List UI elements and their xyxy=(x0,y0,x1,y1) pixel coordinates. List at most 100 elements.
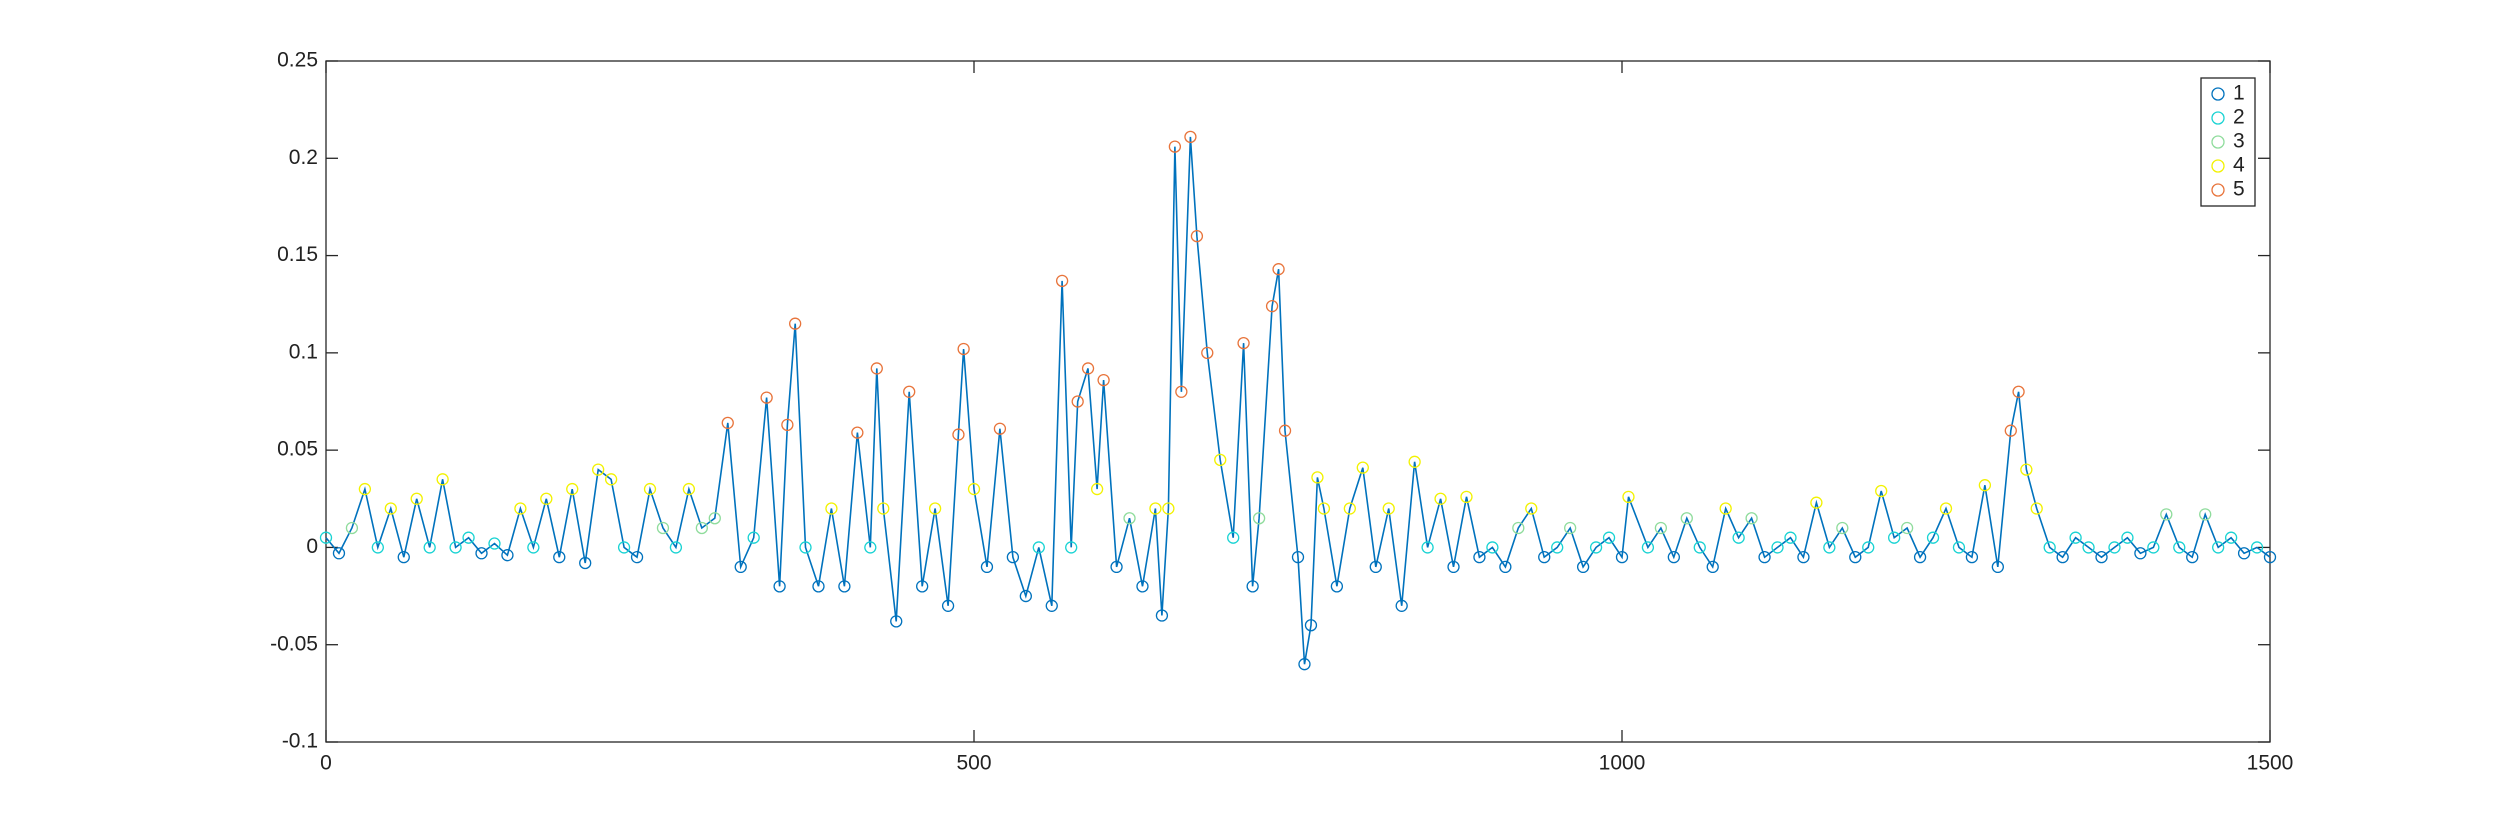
legend-label: 2 xyxy=(2233,106,2245,129)
data-point xyxy=(789,317,802,330)
y-tick-label: -0.1 xyxy=(282,730,318,753)
data-point xyxy=(781,418,794,431)
data-point xyxy=(358,482,372,496)
data-point xyxy=(1875,484,1888,498)
data-point xyxy=(2004,424,2017,437)
legend-label: 5 xyxy=(2233,178,2245,201)
data-point xyxy=(1237,336,1250,350)
data-point xyxy=(773,580,786,593)
data-point xyxy=(760,391,773,404)
data-point xyxy=(799,541,812,554)
data-point xyxy=(1155,609,1169,622)
data-point xyxy=(1149,502,1162,515)
data-point xyxy=(1913,551,1927,564)
data-point xyxy=(1978,479,1992,492)
legend-marker xyxy=(2211,135,2225,149)
data-point xyxy=(514,502,527,515)
x-tick-label: 0 xyxy=(320,752,332,775)
y-tick-label: 0.1 xyxy=(289,340,318,363)
data-point xyxy=(2030,502,2043,515)
y-tick-label: 0 xyxy=(306,535,318,558)
data-point xyxy=(1512,521,1525,535)
data-point xyxy=(1849,551,1862,564)
plot-area xyxy=(325,60,2271,743)
data-point xyxy=(1123,512,1136,525)
data-point xyxy=(1926,531,1940,544)
data-point xyxy=(1525,502,1538,515)
data-point xyxy=(1055,274,1069,288)
data-point xyxy=(747,531,760,544)
data-point xyxy=(1434,492,1447,505)
data-point xyxy=(1304,619,1318,632)
data-point xyxy=(1252,512,1266,525)
data-point xyxy=(2263,551,2277,564)
data-point xyxy=(1862,541,1875,554)
data-point xyxy=(1499,560,1512,574)
data-point xyxy=(488,537,501,550)
data-point xyxy=(1965,551,1979,564)
data-point xyxy=(527,541,540,554)
data-point xyxy=(501,549,514,562)
data-point xyxy=(449,541,462,554)
data-point xyxy=(1090,482,1104,496)
data-point xyxy=(967,482,981,496)
data-point xyxy=(384,502,397,515)
data-point xyxy=(592,463,605,476)
data-point xyxy=(877,502,890,515)
legend-box xyxy=(2200,77,2256,207)
data-point xyxy=(2121,531,2134,544)
data-point xyxy=(2224,531,2238,544)
data-point xyxy=(864,541,877,554)
data-point xyxy=(708,512,721,525)
data-point xyxy=(1615,551,1629,564)
data-point xyxy=(2020,463,2033,476)
data-point xyxy=(2147,541,2160,554)
data-point xyxy=(2043,541,2056,554)
data-point xyxy=(579,556,592,570)
data-point xyxy=(2082,541,2095,554)
data-point xyxy=(1564,521,1577,535)
data-point xyxy=(1408,455,1421,468)
data-point xyxy=(630,551,644,564)
data-point xyxy=(1278,424,1292,437)
data-point xyxy=(1745,512,1758,525)
data-point xyxy=(1265,300,1279,313)
data-point xyxy=(1460,490,1473,503)
data-point xyxy=(1667,551,1680,564)
data-point xyxy=(2160,508,2173,521)
data-point xyxy=(1382,502,1395,515)
data-point xyxy=(1693,541,1706,554)
data-point xyxy=(1291,551,1305,564)
data-point xyxy=(1168,140,1182,153)
data-point xyxy=(1110,560,1123,574)
data-point xyxy=(1991,560,2004,574)
data-point xyxy=(1071,395,1084,408)
data-point xyxy=(916,580,929,593)
data-point xyxy=(1395,599,1408,612)
data-point xyxy=(1184,130,1197,144)
data-point xyxy=(1246,580,1259,593)
data-point xyxy=(2173,541,2186,554)
data-point xyxy=(1272,263,1285,276)
data-point xyxy=(2186,551,2199,564)
legend-label: 4 xyxy=(2233,154,2245,177)
data-point xyxy=(851,426,864,439)
data-point xyxy=(1162,502,1175,515)
data-point xyxy=(1641,541,1655,554)
data-point xyxy=(903,385,916,398)
data-point xyxy=(993,422,1007,435)
data-point xyxy=(2056,551,2069,564)
data-point xyxy=(1227,531,1240,544)
y-tick-label: 0.25 xyxy=(277,49,318,72)
data-point xyxy=(1343,502,1356,515)
y-tick-label: 0.15 xyxy=(277,243,318,266)
data-point xyxy=(1622,490,1635,503)
data-point xyxy=(1190,229,1204,243)
data-point xyxy=(1810,496,1823,509)
data-point xyxy=(1421,541,1434,554)
x-tick-label: 1000 xyxy=(1599,752,1646,775)
data-point xyxy=(1706,560,1719,574)
data-point xyxy=(1473,551,1486,564)
data-point xyxy=(1175,385,1188,398)
